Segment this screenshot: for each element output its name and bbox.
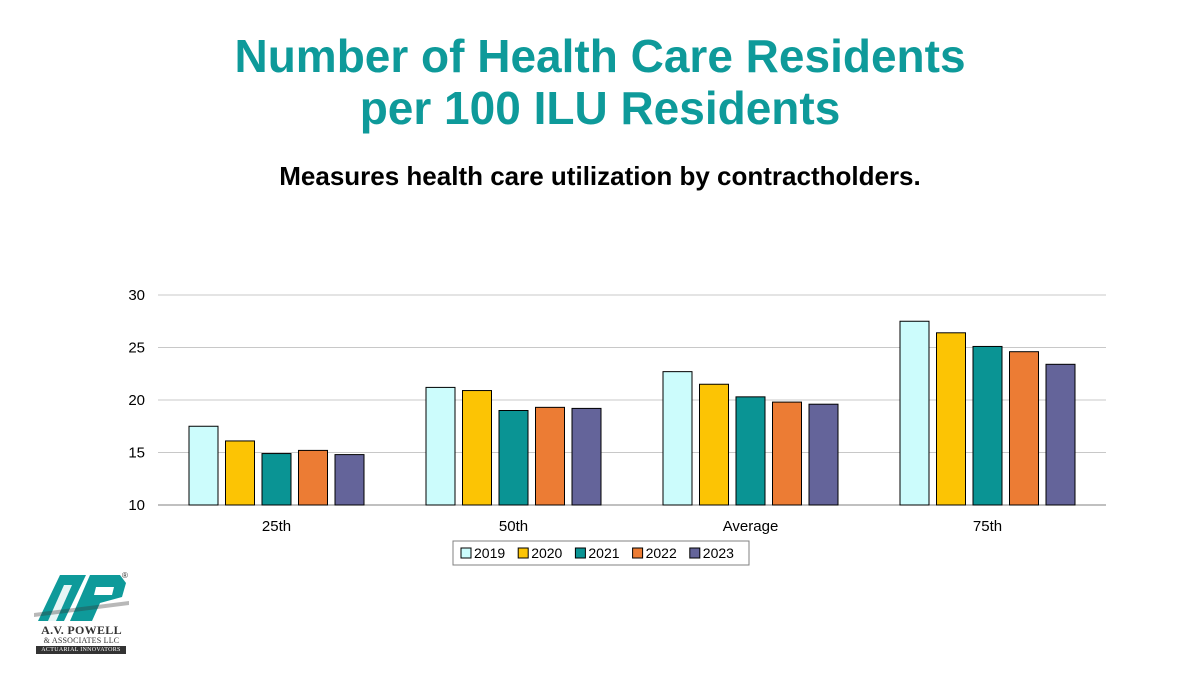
- y-tick-label: 30: [128, 287, 145, 304]
- company-logo: ® A.V. POWELL & ASSOCIATES LLC ACTUARIAL…: [34, 571, 129, 655]
- bar-2020-75th: [936, 332, 966, 506]
- legend-swatch-2023: [689, 547, 701, 559]
- legend-swatch-2020: [517, 547, 529, 559]
- page-subtitle: Measures health care utilization by cont…: [279, 161, 921, 191]
- legend-label-2022: 2022: [646, 545, 677, 561]
- bar-2023-50th: [571, 407, 602, 506]
- legend-label-2019: 2019: [474, 545, 505, 561]
- bar-2019-50th: [425, 386, 456, 506]
- chart-bars: [188, 320, 1076, 506]
- bar-2021-50th: [498, 410, 529, 506]
- bar-2022-50th: [535, 406, 565, 506]
- logo-registered-mark: ®: [122, 571, 128, 580]
- bar-2023-25th: [334, 454, 365, 506]
- y-tick-label: 25: [128, 340, 145, 357]
- avp-logo-mark-icon: [34, 575, 129, 621]
- x-tick-label: 50th: [499, 518, 528, 535]
- bar-2020-average: [699, 383, 729, 506]
- bar-2021-average: [735, 396, 766, 506]
- y-tick-label: 10: [128, 497, 145, 514]
- title-line-2: per 100 ILU Residents: [359, 82, 841, 134]
- x-axis-ticks: 25th 50th Average 75th: [262, 518, 1002, 535]
- legend-swatch-2021: [574, 547, 586, 559]
- logo-subname: & ASSOCIATES LLC: [43, 636, 120, 645]
- bar-2021-25th: [261, 453, 292, 506]
- y-axis-ticks: 10 15 20 25 30: [128, 287, 145, 514]
- x-tick-label: 75th: [973, 518, 1002, 535]
- page-title: Number of Health Care Residents per 100 …: [0, 30, 1200, 134]
- bar-2022-average: [772, 401, 802, 506]
- bar-2019-average: [662, 371, 693, 506]
- x-tick-label: Average: [723, 518, 779, 535]
- legend-label-2021: 2021: [588, 545, 619, 561]
- legend-swatch-2022: [632, 547, 644, 559]
- logo-name: A.V. POWELL: [41, 623, 122, 637]
- y-tick-label: 15: [128, 445, 145, 462]
- bar-2022-75th: [1009, 351, 1039, 506]
- title-line-1: Number of Health Care Residents: [234, 30, 966, 82]
- x-tick-label: 25th: [262, 518, 291, 535]
- legend-label-2020: 2020: [531, 545, 562, 561]
- bar-2019-75th: [899, 320, 930, 506]
- bar-2021-75th: [972, 345, 1003, 506]
- bar-2022-25th: [298, 449, 328, 506]
- bar-2023-75th: [1045, 363, 1076, 506]
- y-tick-label: 20: [128, 392, 145, 409]
- chart-legend: 2019 2020 2021 2022 2023: [452, 540, 750, 566]
- bar-2023-average: [808, 403, 839, 506]
- bar-2020-25th: [225, 440, 255, 506]
- legend-label-2023: 2023: [703, 545, 734, 561]
- legend-swatch-2019: [460, 547, 472, 559]
- logo-tagline: ACTUARIAL INNOVATORS: [36, 646, 126, 654]
- bar-2019-25th: [188, 425, 219, 506]
- bar-2020-50th: [462, 390, 492, 506]
